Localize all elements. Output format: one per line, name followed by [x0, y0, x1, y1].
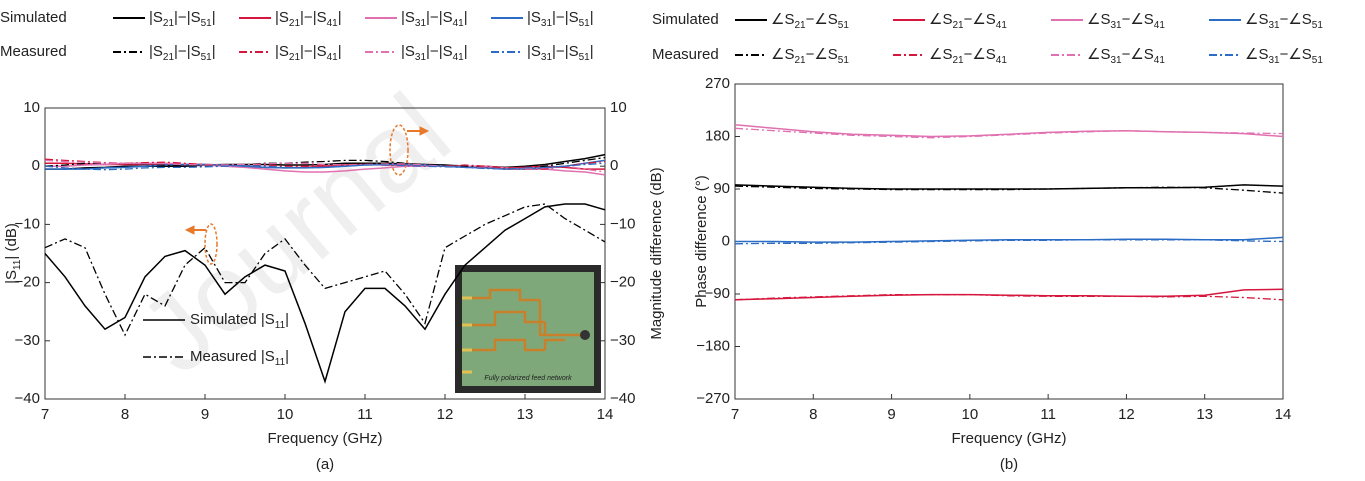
x-tick-label: 8	[809, 406, 817, 423]
x-tick-label: 11	[1040, 406, 1056, 423]
x-tick-label: 13	[517, 406, 534, 423]
y-tick-label: 0	[32, 157, 40, 174]
x-tick-label: 14	[597, 406, 614, 423]
subplot-label: (a)	[316, 456, 334, 473]
y-tick-label: 0	[722, 232, 730, 249]
y2-tick-label: −30	[610, 332, 635, 349]
legend-label: |S31|−|S51|	[527, 43, 594, 63]
legend-label: |S21|−|S41|	[275, 9, 342, 29]
legend-label: ∠S21−∠S51	[771, 46, 849, 66]
legend-label: ∠S31−∠S41	[1087, 46, 1165, 66]
legend-label: |S21|−|S51|	[149, 43, 216, 63]
legend-label: Simulated |S11|	[190, 311, 289, 331]
y-tick-label: 180	[705, 127, 730, 144]
inset-photo: Fully polarized feed network	[455, 265, 601, 393]
y-tick-label: −270	[696, 390, 730, 407]
y2-tick-label: −10	[610, 215, 635, 232]
y2-tick-label: −40	[610, 390, 635, 407]
watermark: Journal	[117, 70, 472, 396]
legend-label: |S21|−|S41|	[275, 43, 342, 63]
legend-label: ∠S31−∠S41	[1087, 11, 1165, 31]
legend-label: Measured |S11|	[190, 348, 289, 368]
x-tick-label: 12	[1118, 406, 1135, 423]
y-tick-label: −40	[15, 390, 40, 407]
y2-axis-label: Magnitude difference (dB)	[648, 167, 665, 339]
x-tick-label: 11	[357, 406, 373, 423]
legend-label: ∠S31−∠S51	[1245, 11, 1323, 31]
x-tick-label: 9	[887, 406, 895, 423]
legend-group-label: Measured	[0, 43, 67, 60]
data-line	[44, 203, 606, 384]
x-tick-label: 13	[1196, 406, 1213, 423]
y-tick-label: 10	[23, 99, 40, 116]
x-axis-label: Frequency (GHz)	[267, 430, 382, 447]
legend-label: ∠S21−∠S41	[929, 11, 1007, 31]
legend-label: |S31|−|S41|	[401, 9, 468, 29]
legend-label: ∠S21−∠S51	[771, 11, 849, 31]
legend-label: |S31|−|S51|	[527, 9, 594, 29]
x-tick-label: 8	[121, 406, 129, 423]
x-tick-label: 7	[41, 406, 49, 423]
y2-tick-label: 10	[610, 99, 627, 116]
x-axis-label: Frequency (GHz)	[951, 430, 1066, 447]
y2-tick-label: −20	[610, 274, 635, 291]
y-tick-label: −10	[15, 215, 40, 232]
y-tick-label: −30	[15, 332, 40, 349]
x-tick-label: 10	[277, 406, 294, 423]
y-tick-label: 270	[705, 75, 730, 92]
annotations	[184, 124, 430, 265]
x-tick-label: 9	[201, 406, 209, 423]
x-tick-label: 10	[962, 406, 979, 423]
legend-label: ∠S31−∠S51	[1245, 46, 1323, 66]
y-tick-label: 90	[713, 180, 730, 197]
data-line	[44, 162, 606, 171]
data-line	[734, 185, 1284, 194]
y-tick-label: −90	[705, 285, 730, 302]
data-line	[734, 288, 1284, 301]
x-tick-label: 14	[1275, 406, 1292, 423]
legend-label: |S21|−|S51|	[149, 9, 216, 29]
legend-label: |S31|−|S41|	[401, 43, 468, 63]
y-tick-label: −20	[15, 274, 40, 291]
legend-group-label: Measured	[652, 46, 719, 63]
x-tick-label: 7	[731, 406, 739, 423]
y-tick-label: −180	[696, 337, 730, 354]
x-tick-label: 12	[437, 406, 454, 423]
inset-caption: Fully polarized feed network	[484, 375, 572, 382]
data-line	[734, 127, 1284, 139]
legend-label: ∠S21−∠S41	[929, 46, 1007, 66]
y-axis-label: Phase difference (°)	[693, 175, 710, 307]
data-line	[734, 293, 1284, 301]
legend-group-label: Simulated	[652, 11, 719, 28]
y2-tick-label: 0	[610, 157, 618, 174]
data-line	[44, 203, 606, 337]
legend-group-label: Simulated	[0, 9, 67, 26]
subplot-label: (b)	[1000, 456, 1018, 473]
data-line	[734, 239, 1284, 245]
